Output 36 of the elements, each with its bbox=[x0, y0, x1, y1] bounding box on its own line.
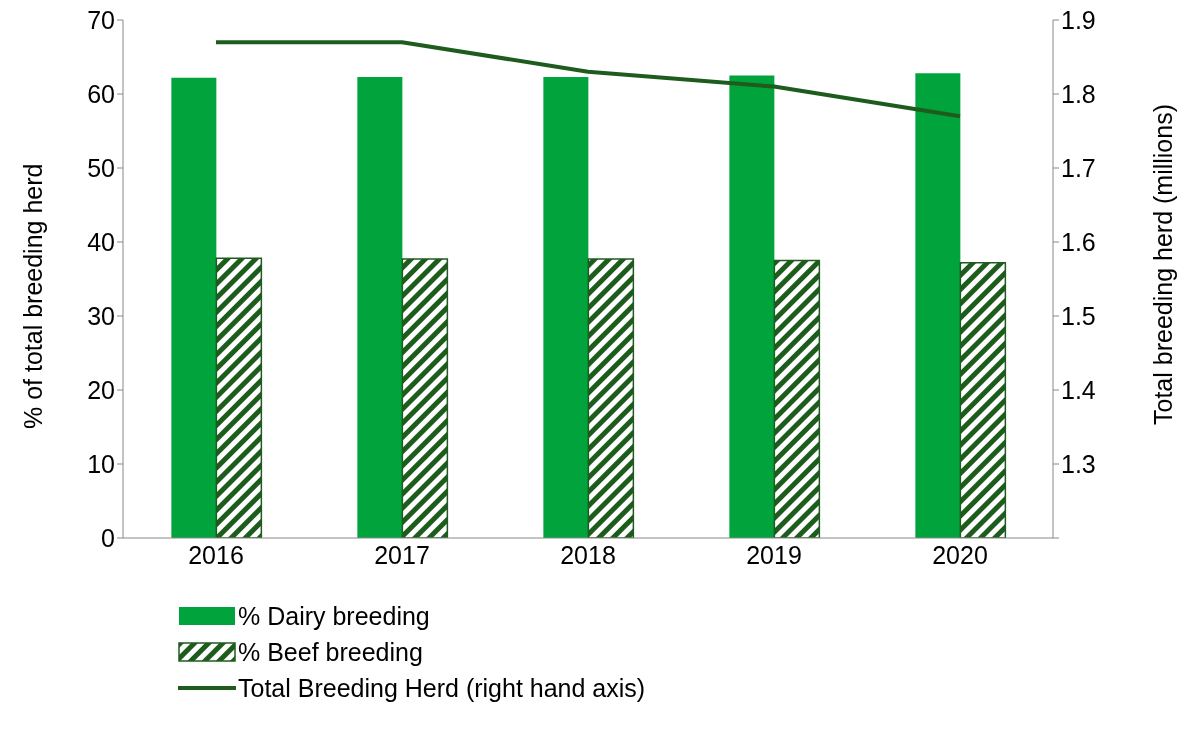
bar bbox=[171, 77, 217, 538]
bar bbox=[959, 261, 1007, 538]
bar bbox=[587, 258, 635, 538]
x-tick-label: 2017 bbox=[374, 540, 430, 569]
legend-label: % Dairy breeding bbox=[238, 601, 430, 631]
y2-tick-label: 1.7 bbox=[1061, 153, 1096, 182]
y-tick-label: 0 bbox=[101, 523, 115, 552]
bar bbox=[357, 76, 403, 538]
y2-tick-label: 1.6 bbox=[1061, 227, 1096, 256]
bar bbox=[543, 76, 589, 538]
bar bbox=[215, 257, 263, 538]
y-tick-label: 70 bbox=[87, 5, 115, 34]
y2-tick-label: 1.3 bbox=[1061, 449, 1096, 478]
bar bbox=[729, 75, 775, 538]
x-tick-label: 2019 bbox=[746, 540, 802, 569]
legend-label: Total Breeding Herd (right hand axis) bbox=[238, 673, 646, 703]
x-tick-label: 2020 bbox=[932, 540, 988, 569]
bar bbox=[915, 73, 961, 538]
bar bbox=[401, 258, 449, 538]
y2-tick-label: 1.5 bbox=[1061, 301, 1096, 330]
y2-axis-title: Total breeding herd (millions) bbox=[1148, 104, 1177, 425]
y2-tick-label: 1.9 bbox=[1061, 5, 1096, 34]
y2-tick-label: 1.4 bbox=[1061, 375, 1096, 404]
y-tick-label: 50 bbox=[87, 153, 115, 182]
y-tick-label: 10 bbox=[87, 449, 115, 478]
y-tick-label: 40 bbox=[87, 227, 115, 256]
line-series bbox=[214, 40, 962, 119]
y-tick-label: 20 bbox=[87, 375, 115, 404]
y-tick-label: 60 bbox=[87, 79, 115, 108]
x-tick-label: 2018 bbox=[560, 540, 616, 569]
y2-tick-label: 1.8 bbox=[1061, 79, 1096, 108]
x-tick-label: 2016 bbox=[188, 540, 244, 569]
legend-label: % Beef breeding bbox=[238, 637, 423, 667]
bar bbox=[773, 259, 821, 538]
y-tick-label: 30 bbox=[87, 301, 115, 330]
y-axis-title: % of total breeding herd bbox=[18, 163, 47, 429]
